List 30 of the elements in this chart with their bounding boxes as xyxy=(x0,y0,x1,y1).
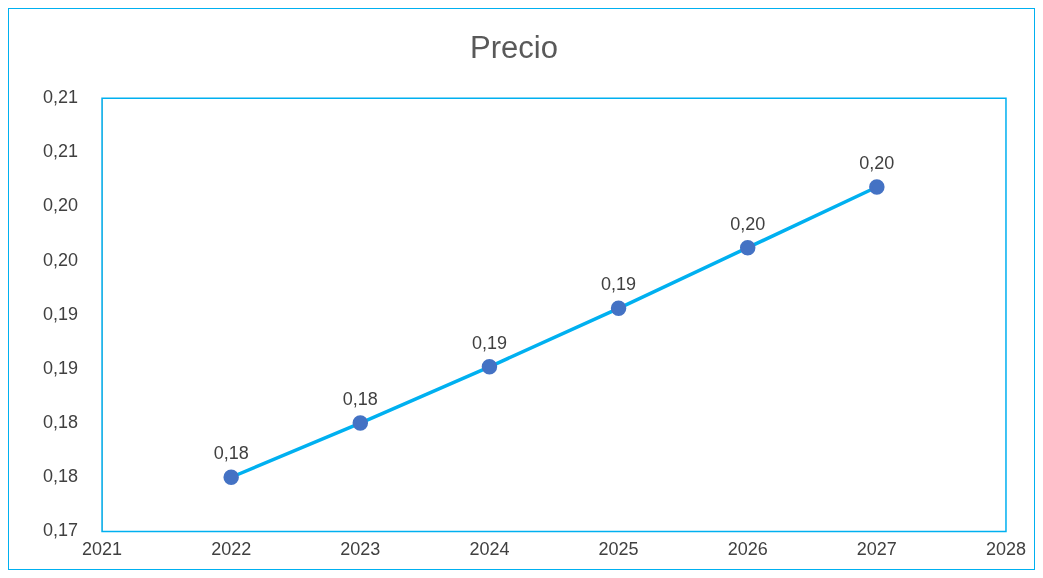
point xyxy=(739,239,756,256)
y-tick-label: 0,17 xyxy=(42,520,79,541)
y-tick-label: 0,20 xyxy=(42,195,79,216)
point xyxy=(869,179,885,195)
chart-title: Precio xyxy=(470,30,558,66)
x-tick-label: 2024 xyxy=(469,539,510,560)
x-tick-label: 2022 xyxy=(211,539,252,560)
data-label: 0,19 xyxy=(471,332,507,353)
y-tick-label: 0,19 xyxy=(42,357,79,378)
point xyxy=(481,359,498,375)
y-tick-label: 0,19 xyxy=(42,303,79,324)
x-tick-label: 2025 xyxy=(598,539,639,560)
data-label: 0,20 xyxy=(730,213,766,234)
x-tick-label: 2027 xyxy=(856,539,897,560)
data-label: 0,18 xyxy=(213,443,249,464)
data-label: 0,20 xyxy=(859,152,895,173)
data-label: 0,19 xyxy=(601,274,637,295)
y-tick-label: 0,20 xyxy=(42,249,79,270)
x-tick-label: 2023 xyxy=(340,539,381,560)
data-label: 0,18 xyxy=(342,389,378,410)
y-tick-label: 0,18 xyxy=(42,466,79,487)
x-tick-label: 2028 xyxy=(985,539,1026,560)
y-tick-label: 0,21 xyxy=(42,141,79,162)
point xyxy=(223,469,239,485)
point xyxy=(610,300,627,317)
x-tick-label: 2021 xyxy=(82,539,123,560)
x-tick-label: 2026 xyxy=(727,539,768,560)
point xyxy=(352,415,369,431)
y-tick-label: 0,18 xyxy=(42,412,79,433)
y-tick-label: 0,21 xyxy=(42,87,79,108)
